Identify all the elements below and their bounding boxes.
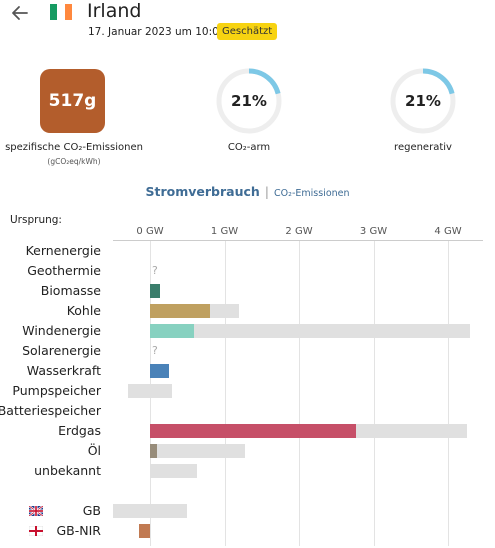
datetime: 17. Januar 2023 um 10:00 xyxy=(88,26,226,38)
capacity-bar xyxy=(150,324,471,338)
chart-mode-toggle: Stromverbrauch | CO₂-Emissionen xyxy=(0,181,495,200)
production-bar[interactable] xyxy=(150,284,161,298)
gridline xyxy=(224,241,226,546)
gridline xyxy=(299,241,300,546)
ireland-flag-icon xyxy=(50,4,72,20)
country-name: Irland xyxy=(87,0,142,22)
row-label-7: Pumpspeicher xyxy=(12,383,101,398)
renewable-label: regenerativ xyxy=(394,142,452,153)
emissions-tab[interactable]: CO₂-Emissionen xyxy=(274,188,350,199)
exchange-label-0: GB xyxy=(82,503,101,518)
row-label-11: unbekannt xyxy=(34,463,101,478)
row-label-6: Wasserkraft xyxy=(26,363,101,378)
row-label-4: Windenergie xyxy=(22,323,101,338)
row-label-9: Erdgas xyxy=(58,423,101,438)
production-bar[interactable] xyxy=(150,444,157,458)
unknown-marker: ? xyxy=(152,264,158,277)
row-label-0: Kernenergie xyxy=(25,243,101,258)
capacity-bar xyxy=(150,464,197,478)
row-label-2: Biomasse xyxy=(40,283,101,298)
tab-separator: | xyxy=(264,185,269,199)
consumption-tab[interactable]: Stromverbrauch xyxy=(145,184,260,199)
row-label-3: Kohle xyxy=(66,303,101,318)
low-carbon-label: CO₂-arm xyxy=(227,142,271,153)
unknown-marker: ? xyxy=(152,344,158,357)
back-arrow-icon[interactable] xyxy=(8,2,30,24)
low-carbon-value: 21% xyxy=(231,92,267,110)
row-label-1: Geothermie xyxy=(27,263,101,278)
co2-intensity-value: 517g xyxy=(48,91,97,111)
co2-intensity-box: 517g xyxy=(40,69,105,133)
chart-axis-line xyxy=(113,240,483,241)
capacity-bar xyxy=(128,384,172,398)
tick-label: 3 GW xyxy=(359,226,388,237)
capacity-bar xyxy=(150,444,245,458)
exchange-label-1: GB-NIR xyxy=(56,523,102,538)
row-label-8: Batteriespeicher xyxy=(0,403,101,418)
northern-ireland-flag-icon xyxy=(29,526,43,536)
tick-label: 4 GW xyxy=(434,226,462,237)
production-bar[interactable] xyxy=(150,304,211,318)
tick-label: 0 GW xyxy=(136,226,164,237)
low-carbon-ring: 21% xyxy=(216,68,282,134)
row-label-10: Öl xyxy=(87,443,101,458)
production-bar[interactable] xyxy=(150,324,194,338)
row-label-5: Solarenergie xyxy=(22,343,101,358)
renewable-value: 21% xyxy=(405,92,441,110)
estimated-badge: Geschätzt xyxy=(217,23,278,40)
origin-label: Ursprung: xyxy=(10,214,62,226)
uk-flag-icon xyxy=(29,506,43,516)
production-bar[interactable] xyxy=(150,424,356,438)
tick-label: 1 GW xyxy=(210,226,239,237)
tick-label: 2 GW xyxy=(285,226,313,237)
exchange-bar[interactable] xyxy=(138,524,150,538)
co2-intensity-label: spezifische CO₂-Emissionen xyxy=(5,142,143,153)
co2-intensity-unit: (gCO₂eq/kWh) xyxy=(47,157,101,166)
gridline xyxy=(373,241,375,546)
renewable-ring: 21% xyxy=(390,68,456,134)
production-bar[interactable] xyxy=(150,364,169,378)
exchange-capacity-bar xyxy=(112,504,188,518)
gridline xyxy=(448,241,449,546)
